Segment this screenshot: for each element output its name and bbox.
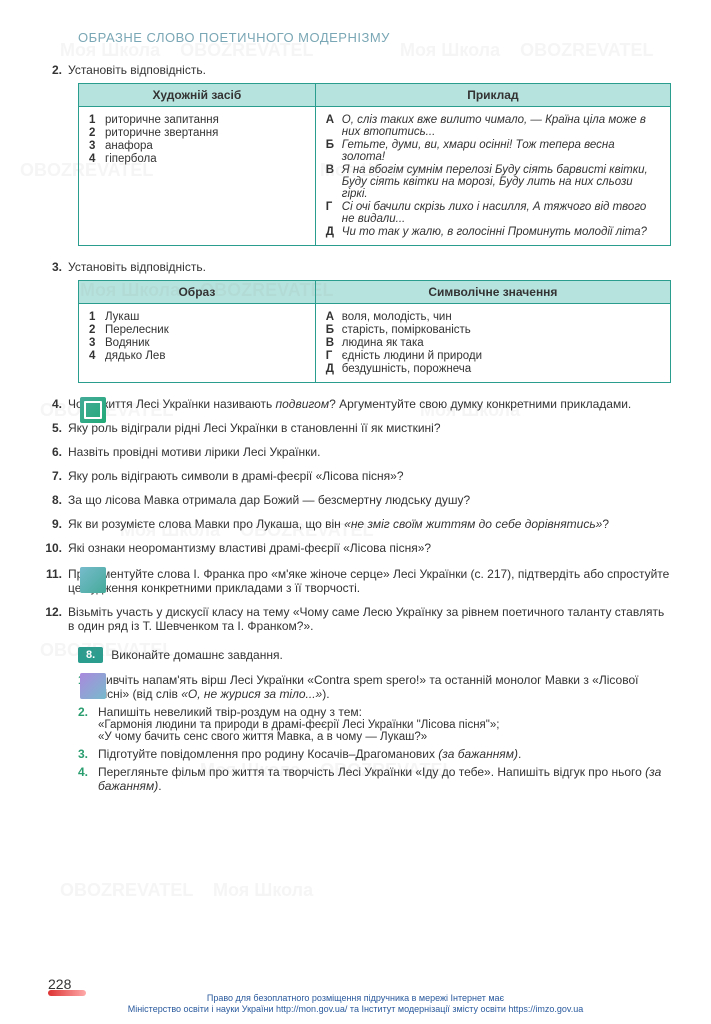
item-row: Дбездушнiсть, порожнеча — [326, 363, 660, 375]
task-number: 7. — [40, 469, 68, 483]
task-text: Установiть вiдповiднiсть. — [68, 260, 671, 274]
homework-item: 3.Пiдготуйте повiдомлення про родину Кос… — [78, 747, 671, 761]
homework-number: 4. — [78, 765, 98, 793]
homework-list: 1.Вивчiть напам'ять вiрш Лесi Українки «… — [78, 673, 671, 793]
table-cell-right: Аволя, молодiсть, чин Бстарiсть, помiрко… — [315, 304, 670, 383]
home-icon — [80, 673, 106, 699]
item-row: 1риторичне запитання — [89, 114, 305, 126]
task-text: Як ви розумiєте слова Мавки про Лукаша, … — [68, 517, 671, 531]
table-cell-left: 1Лукаш 2Перелесник 3Водяник 4дядько Лев — [79, 304, 316, 383]
item-row: ВЯ на вбогiм сумнiм перелозi Буду сiять … — [326, 164, 660, 200]
homework-item: 2.Напишiть невеликий твiр-роздум на одну… — [78, 705, 671, 743]
task-row: 7.Яку роль вiдiграють символи в драмi-фе… — [40, 469, 671, 483]
task-row: 5.Яку роль вiдiграли рiднi Лесi Українки… — [40, 421, 671, 435]
task-text: Яку роль вiдiграють символи в драмi-феєр… — [68, 469, 671, 483]
match-table-2: Художнiй засiб Приклад 1риторичне запита… — [78, 83, 671, 246]
homework-number: 3. — [78, 747, 98, 761]
task-row: 4.Чому життя Лесi Українки називають под… — [40, 397, 671, 411]
item-row: 1Лукаш — [89, 311, 305, 323]
item-row: Влюдина як така — [326, 337, 660, 349]
task-number: 6. — [40, 445, 68, 459]
table-header-left: Художнiй засiб — [79, 84, 316, 107]
item-row: ГСi очi бачили скрiзь лихо i насилля, А … — [326, 201, 660, 225]
item-row: ДЧи то так у жалю, в голосiннi Проминуть… — [326, 226, 660, 238]
table-header-left: Образ — [79, 281, 316, 304]
homework-item: 4.Перегляньте фiльм про життя та творчiс… — [78, 765, 671, 793]
task-number: 4. — [40, 397, 68, 411]
item-row: 4дядько Лев — [89, 350, 305, 362]
task-number: 11. — [40, 567, 68, 595]
task-number: 12. — [40, 605, 68, 633]
task-row: 9.Як ви розумiєте слова Мавки про Лукаша… — [40, 517, 671, 531]
task-row: 10.Якi ознаки неоромантизму властивi дра… — [40, 541, 671, 555]
homework-pill: 8. — [78, 647, 103, 663]
item-row: АО, слiз таких вже вилито чимало, — Краї… — [326, 114, 660, 138]
homework-text: Вивчiть напам'ять вiрш Лесi Українки «Co… — [98, 673, 671, 701]
table-header-right: Приклад — [315, 84, 670, 107]
task-text: Прокоментуйте слова I. Франка про «м'яке… — [68, 567, 671, 595]
task-2: 2. Установiть вiдповiднiсть. — [40, 63, 671, 77]
homework-text: Напишiть невеликий твiр-роздум на одну з… — [98, 705, 671, 743]
task-text: Чому життя Лесi Українки називають подви… — [68, 397, 671, 411]
page-container: Моя Школа OBOZREVATEL Моя Школа OBOZREVA… — [0, 0, 711, 1024]
task-text: Яку роль вiдiграли рiднi Лесi Українки в… — [68, 421, 671, 435]
item-row: 2риторичне звертання — [89, 127, 305, 139]
homework-number: 2. — [78, 705, 98, 743]
task-row: 8.За що лiсова Мавка отримала дар Божий … — [40, 493, 671, 507]
task-list-11-12: 11.Прокоментуйте слова I. Франка про «м'… — [40, 567, 671, 633]
task-number: 8. — [40, 493, 68, 507]
item-row: Аволя, молодiсть, чин — [326, 311, 660, 323]
item-row: Гєднiсть людини й природи — [326, 350, 660, 362]
homework-label: Виконайте домашнє завдання. — [111, 648, 283, 662]
task-number: 3. — [40, 260, 68, 274]
item-row: БГетьте, думи, ви, хмари осiннi! Тож теп… — [326, 139, 660, 163]
write-icon — [80, 567, 106, 593]
table-header-right: Символiчне значення — [315, 281, 670, 304]
homework-text: Перегляньте фiльм про життя та творчiсть… — [98, 765, 671, 793]
task-number: 2. — [40, 63, 68, 77]
item-row: 2Перелесник — [89, 324, 305, 336]
match-table-3: Образ Символiчне значення 1Лукаш 2Переле… — [78, 280, 671, 383]
task-text: Якi ознаки неоромантизму властивi драмi-… — [68, 541, 671, 555]
item-row: Бстарiсть, помiркованiсть — [326, 324, 660, 336]
task-number: 10. — [40, 541, 68, 555]
table-cell-right: АО, слiз таких вже вилито чимало, — Краї… — [315, 107, 670, 246]
footer-line-1: Право для безоплатного розмiщення пiдруч… — [0, 993, 711, 1005]
task-row: 12.Вiзьмiть участь у дискусiї класу на т… — [40, 605, 671, 633]
table-cell-left: 1риторичне запитання 2риторичне звертанн… — [79, 107, 316, 246]
footer-note: Право для безоплатного розмiщення пiдруч… — [0, 993, 711, 1016]
task-row: 11.Прокоментуйте слова I. Франка про «м'… — [40, 567, 671, 595]
homework-item: 1.Вивчiть напам'ять вiрш Лесi Українки «… — [78, 673, 671, 701]
watermark: OBOZREVATEL Моя Школа — [60, 880, 313, 901]
task-number: 5. — [40, 421, 68, 435]
task-row: 6.Назвiть провiднi мотиви лiрики Лесi Ук… — [40, 445, 671, 459]
homework-text: Пiдготуйте повiдомлення про родину Косач… — [98, 747, 671, 761]
task-text: Вiзьмiть участь у дискусiї класу на тему… — [68, 605, 671, 633]
task-list-4-10: 4.Чому життя Лесi Українки називають под… — [40, 397, 671, 555]
item-row: 3Водяник — [89, 337, 305, 349]
item-row: 3анафора — [89, 140, 305, 152]
task-text: За що лiсова Мавка отримала дар Божий — … — [68, 493, 671, 507]
task-3: 3. Установiть вiдповiднiсть. — [40, 260, 671, 274]
homework-header: 8. Виконайте домашнє завдання. — [78, 647, 671, 663]
chapter-title: ОБРАЗНЕ СЛОВО ПОЕТИЧНОГО МОДЕРНІЗМУ — [78, 30, 671, 45]
task-text: Установiть вiдповiднiсть. — [68, 63, 671, 77]
task-text: Назвiть провiднi мотиви лiрики Лесi Укра… — [68, 445, 671, 459]
task-number: 9. — [40, 517, 68, 531]
item-row: 4гiпербола — [89, 153, 305, 165]
footer-line-2: Мiнiстерство освiти i науки України http… — [0, 1004, 711, 1016]
book-icon — [80, 397, 106, 423]
